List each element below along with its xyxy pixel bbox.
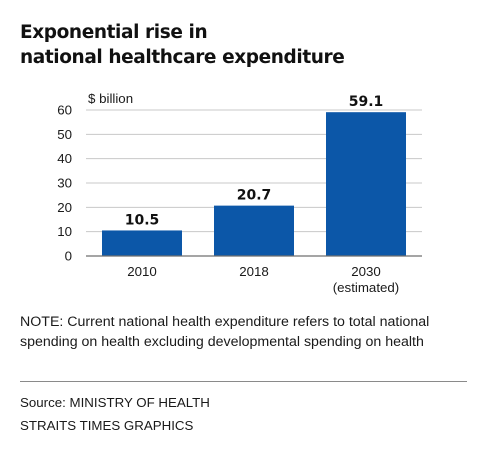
x-tick-labels: 2010 2018 2030(estimated) — [127, 264, 399, 295]
x-tick-label: 2010 — [127, 264, 157, 279]
bar-value-label: 10.5 — [125, 212, 160, 228]
source-line: Source: MINISTRY OF HEALTH — [20, 395, 210, 410]
y-tick-label: 50 — [57, 127, 72, 142]
x-tick-label: 2030 — [351, 264, 381, 279]
x-tick-sublabel: (estimated) — [333, 280, 400, 295]
y-tick-label: 10 — [57, 224, 72, 239]
bar-value-labels: 10.5 20.7 59.1 — [125, 94, 384, 228]
credit-line: STRAITS TIMES GRAPHICS — [20, 418, 194, 433]
bar — [326, 112, 406, 256]
bar — [214, 205, 294, 256]
y-axis-unit-label: $ billion — [88, 91, 133, 106]
y-tick-labels: 0 10 20 30 40 50 60 — [57, 103, 72, 264]
bar-value-label: 59.1 — [349, 94, 384, 110]
y-tick-label: 40 — [57, 151, 72, 166]
chart-title-line-1: Exponential rise in — [20, 22, 208, 43]
y-tick-label: 20 — [57, 200, 72, 215]
chart-title: Exponential rise in national healthcare … — [20, 21, 470, 70]
footnote: NOTE: Current national health expenditur… — [20, 314, 430, 350]
bar — [102, 230, 182, 256]
y-tick-label: 30 — [57, 176, 72, 191]
bar-value-label: 20.7 — [237, 188, 272, 204]
x-tick-label: 2018 — [239, 264, 269, 279]
divider — [20, 381, 467, 382]
y-tick-label: 0 — [65, 249, 72, 264]
bars — [102, 112, 406, 256]
y-tick-label: 60 — [57, 103, 72, 118]
chart-title-line-2: national healthcare expenditure — [20, 46, 345, 68]
